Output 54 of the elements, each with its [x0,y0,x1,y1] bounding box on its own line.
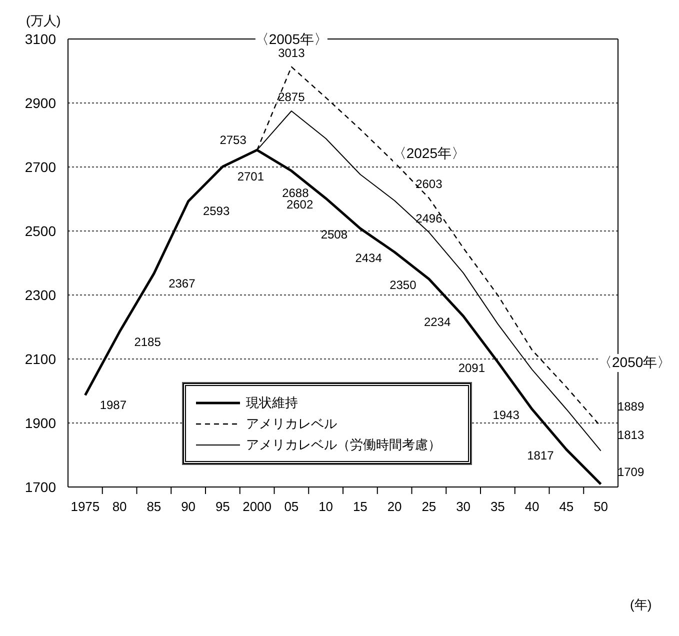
x-tick-label: 05 [284,499,299,514]
y-tick-label: 1700 [24,479,56,495]
data-label: 2185 [134,334,162,349]
data-label: 3013 [278,46,306,60]
y-axis-title: (万人) [26,12,61,30]
y-tick-label: 2700 [24,159,56,175]
annotation: 〈2005年〉 [254,30,328,47]
legend-label: アメリカレベル [246,414,337,432]
data-label: 2603 [416,177,443,192]
legend-label: 現状維持 [246,394,298,412]
y-tick-label: 2500 [24,223,56,239]
data-label: 2753 [220,133,247,148]
data-label: 1889 [617,400,644,414]
x-tick-label: 85 [146,499,162,514]
y-tick-label: 3100 [24,31,56,47]
data-label: 1817 [527,448,554,463]
data-label: 1987 [100,398,127,412]
x-tick-label: 30 [456,499,471,514]
y-tick-label: 1900 [24,415,56,431]
y-tick-label: 2900 [24,95,56,111]
x-tick-label: 80 [112,499,127,514]
x-tick-label: 95 [215,499,230,514]
x-tick-label: 25 [422,499,436,514]
x-tick-label: 2000 [242,499,272,514]
x-tick-label: 10 [318,499,334,514]
data-label: 2875 [278,90,306,104]
data-label: 2234 [424,315,451,330]
data-label: 2688 [282,186,310,200]
x-tick-label: 15 [352,499,368,514]
x-tick-label: 45 [559,499,574,514]
data-label: 2496 [416,211,443,226]
data-label: 2091 [458,360,486,375]
x-tick-label: 35 [490,499,505,514]
y-tick-label: 2300 [24,287,56,303]
data-label: 2602 [286,197,314,212]
x-tick-label: 50 [594,499,608,514]
x-tick-label: 20 [387,499,402,514]
data-label: 2350 [390,278,417,292]
annotation: 〈2025年〉 [392,145,466,162]
annotation: 〈2050年〉 [598,354,672,372]
data-label: 2593 [202,204,230,218]
x-tick-label: 1975 [70,499,100,514]
x-tick-label: 40 [524,499,540,514]
data-label: 1813 [617,428,644,442]
data-label: 2434 [355,251,382,266]
data-label: 2508 [320,227,348,242]
data-label: 1943 [492,408,520,422]
text: (年) [630,596,652,614]
data-label: 2701 [237,170,264,184]
legend-label: アメリカレベル（労働時間考慮） [246,436,441,454]
data-label: 1709 [617,465,644,480]
y-tick-label: 2100 [24,351,56,367]
data-label: 2367 [168,276,196,291]
x-tick-label: 90 [181,499,196,514]
